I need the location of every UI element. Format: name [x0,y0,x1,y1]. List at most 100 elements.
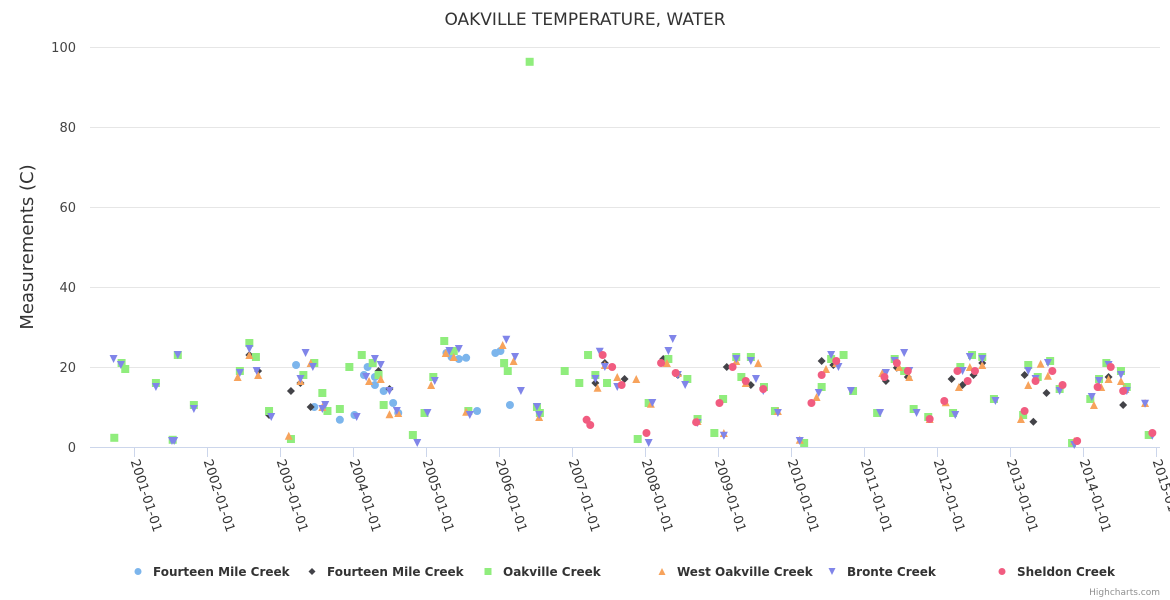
data-point [535,411,544,419]
data-point [800,439,809,447]
data-point [817,371,826,379]
data-point [116,361,125,369]
legend-label: Sheldon Creek [1017,565,1116,579]
data-point [978,361,987,369]
data-point [1031,377,1040,385]
data-point [321,401,330,409]
data-point [732,355,741,363]
data-point [445,347,454,355]
legend-item[interactable]: West Oakville Creek [658,565,814,579]
data-point [560,367,569,375]
data-point [462,353,471,362]
data-point [892,359,901,367]
data-point [746,357,755,365]
data-point [1093,383,1102,391]
x-tick-label: 2011-01-01 [857,458,895,534]
x-tick-label: 2005-01-01 [419,458,457,534]
data-point [427,381,436,389]
data-point [632,375,641,383]
data-point [1048,367,1057,375]
data-point [1089,401,1098,409]
data-point [335,415,344,424]
data-point [822,365,831,373]
y-tick-label: 80 [59,121,76,136]
data-point [235,369,244,377]
data-point [430,377,439,385]
legend-item[interactable]: Bronte Creek [828,565,937,579]
data-point [394,409,403,417]
data-point [385,410,394,419]
y-axis-ticks: 0 20 40 60 80 100 [51,41,76,456]
data-point [834,363,843,371]
data-point [532,403,541,411]
data-point [1024,367,1033,375]
data-point [839,351,848,359]
data-point [245,351,254,359]
credits-link[interactable]: Highcharts.com [1089,588,1160,598]
x-tick-label: 2015-01-01 [1149,458,1170,534]
data-point [1019,411,1028,419]
data-point [812,393,821,401]
data-point [233,373,242,381]
data-point [728,363,737,371]
data-point [1042,389,1051,397]
data-point [323,407,332,415]
data-point [170,437,179,445]
data-point [385,387,394,395]
data-point [352,413,361,421]
data-point [1119,401,1128,409]
data-point [1106,363,1115,371]
data-point [335,405,344,413]
data-point [991,397,1000,405]
data-point [603,379,612,387]
data-point [392,407,401,415]
legend-item[interactable]: Oakville Creek [484,565,602,579]
data-point [516,387,525,395]
data-point [657,359,666,367]
legend-item[interactable]: Fourteen Mile Creek [134,565,291,579]
series-4 [109,335,1157,449]
legend-item[interactable]: Sheldon Creek [998,565,1116,579]
data-point [773,409,782,417]
y-tick-label: 60 [59,201,76,216]
data-point [876,409,885,417]
data-point [880,373,889,381]
data-point [595,347,604,356]
data-point [953,367,962,375]
data-point [254,371,263,379]
data-point [591,375,600,383]
data-point [498,341,507,349]
data-point [817,357,826,365]
legend-marker-circle-icon [998,568,1006,575]
legend-marker-circle-icon [134,568,142,575]
data-point [947,375,956,383]
legend-item[interactable]: Fourteen Mile Creek [308,565,465,579]
data-point [389,399,398,407]
x-tick-label: 2002-01-01 [200,458,238,534]
legend-marker-diamond-icon [308,568,316,575]
legend-label: West Oakville Creek [677,565,814,579]
data-point [284,431,293,440]
data-point [827,351,836,359]
data-point [1020,371,1029,379]
data-point [584,351,593,359]
data-point [449,347,458,355]
data-point [662,359,671,367]
data-point [895,363,904,371]
data-point [408,431,417,439]
data-point [737,373,746,381]
data-point [525,57,534,66]
data-point [1087,393,1096,401]
legend-label: Fourteen Mile Creek [327,565,465,579]
data-point [1024,381,1033,389]
data-point [296,375,305,383]
data-point [511,353,520,361]
data-point [719,395,728,403]
data-point [449,353,458,361]
data-point [849,387,858,395]
x-tick-label: 2001-01-01 [127,458,165,534]
data-point [151,383,160,391]
data-point [795,437,804,445]
data-point [473,407,482,415]
